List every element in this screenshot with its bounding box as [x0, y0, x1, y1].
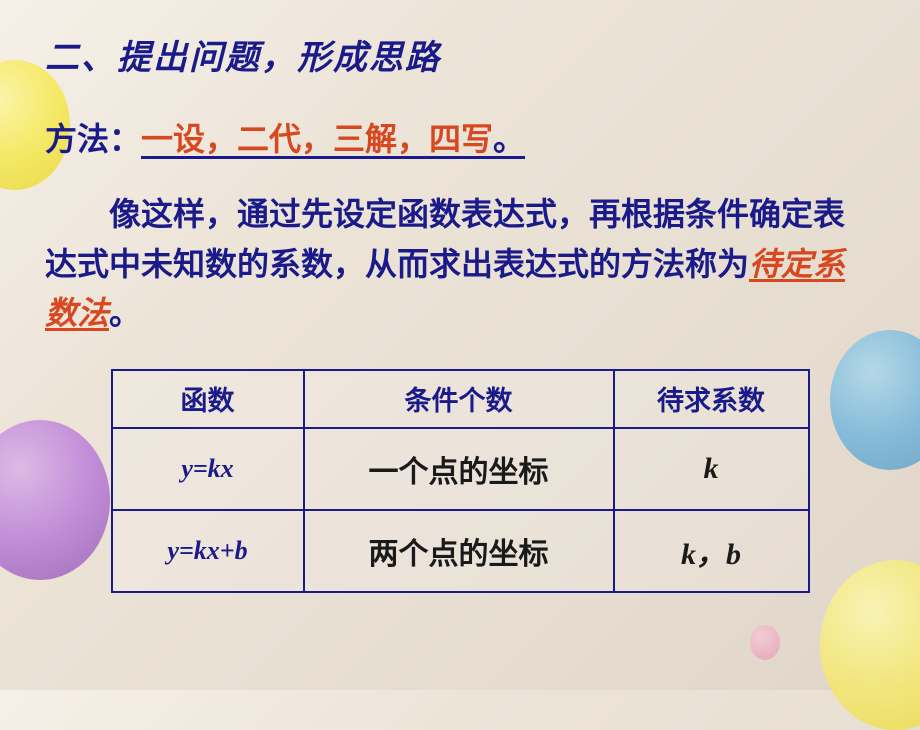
coeff-cell: k，b	[681, 538, 741, 571]
table-header-row: 函数 条件个数 待求系数	[112, 370, 809, 428]
method-line: 方法：一设，二代，三解，四写。	[40, 114, 880, 160]
slide-content: 二、提出问题，形成思路 方法：一设，二代，三解，四写。 像这样，通过先设定函数表…	[40, 30, 880, 593]
condition-cell: 一个点的坐标	[369, 456, 549, 489]
coefficient-table: 函数 条件个数 待求系数 y=kx 一个点的坐标 k y=kx+b 两个点的坐标…	[111, 369, 810, 593]
method-period: 。	[493, 121, 525, 157]
table-container: 函数 条件个数 待求系数 y=kx 一个点的坐标 k y=kx+b 两个点的坐标…	[40, 369, 880, 593]
formula-cell: y=kx	[181, 454, 233, 483]
formula-cell: y=kx+b	[167, 536, 247, 565]
table-row: y=kx 一个点的坐标 k	[112, 428, 809, 510]
header-conditions: 条件个数	[304, 370, 614, 428]
explanation-paragraph: 像这样，通过先设定函数表达式，再根据条件确定表达式中未知数的系数，从而求出表达式…	[40, 190, 880, 339]
method-label: 方法：	[45, 121, 141, 157]
section-heading: 二、提出问题，形成思路	[40, 30, 880, 79]
table-row: y=kx+b 两个点的坐标 k，b	[112, 510, 809, 592]
header-function: 函数	[112, 370, 304, 428]
paragraph-after: 。	[109, 295, 141, 331]
header-coefficients: 待求系数	[614, 370, 809, 428]
paragraph-before: 像这样，通过先设定函数表达式，再根据条件确定表达式中未知数的系数，从而求出表达式…	[45, 196, 845, 282]
coeff-cell: k	[704, 452, 719, 485]
method-steps: 一设，二代，三解，四写	[141, 121, 493, 157]
condition-cell: 两个点的坐标	[369, 538, 549, 571]
balloon-decoration	[750, 625, 780, 660]
